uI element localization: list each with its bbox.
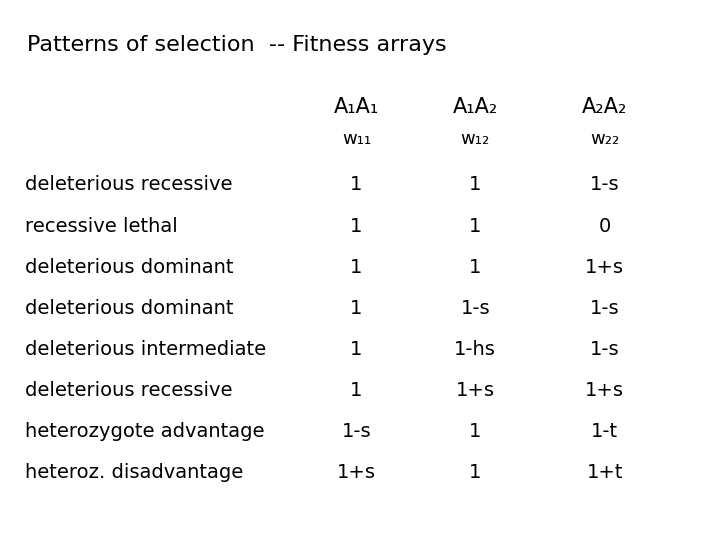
Text: 1-t: 1-t (591, 422, 618, 441)
Text: 1: 1 (469, 463, 482, 482)
Text: A₁A₂: A₁A₂ (452, 97, 498, 117)
Text: 1: 1 (350, 217, 363, 235)
Text: 1-hs: 1-hs (454, 340, 496, 359)
Text: 1: 1 (350, 381, 363, 400)
Text: 1+s: 1+s (585, 258, 624, 276)
Text: 1+t: 1+t (587, 463, 623, 482)
Text: w₁₂: w₁₂ (461, 130, 490, 147)
Text: deleterious recessive: deleterious recessive (25, 176, 233, 194)
Text: A₂A₂: A₂A₂ (582, 97, 628, 117)
Text: 0: 0 (598, 217, 611, 235)
Text: 1+s: 1+s (456, 381, 495, 400)
Text: deleterious dominant: deleterious dominant (25, 299, 234, 318)
Text: 1: 1 (350, 340, 363, 359)
Text: deleterious intermediate: deleterious intermediate (25, 340, 266, 359)
Text: recessive lethal: recessive lethal (25, 217, 178, 235)
Text: 1: 1 (350, 176, 363, 194)
Text: A₁A₁: A₁A₁ (334, 97, 379, 117)
Text: 1+s: 1+s (337, 463, 376, 482)
Text: 1: 1 (469, 422, 482, 441)
Text: 1: 1 (469, 176, 482, 194)
Text: 1-s: 1-s (590, 176, 620, 194)
Text: 1-s: 1-s (590, 340, 620, 359)
Text: w₂₂: w₂₂ (590, 130, 619, 147)
Text: 1-s: 1-s (341, 422, 372, 441)
Text: heteroz. disadvantage: heteroz. disadvantage (25, 463, 243, 482)
Text: heterozygote advantage: heterozygote advantage (25, 422, 265, 441)
Text: 1: 1 (469, 217, 482, 235)
Text: w₁₁: w₁₁ (342, 130, 371, 147)
Text: 1-s: 1-s (460, 299, 490, 318)
Text: Patterns of selection  -- Fitness arrays: Patterns of selection -- Fitness arrays (27, 35, 447, 55)
Text: 1: 1 (469, 258, 482, 276)
Text: 1+s: 1+s (585, 381, 624, 400)
Text: 1-s: 1-s (590, 299, 620, 318)
Text: deleterious dominant: deleterious dominant (25, 258, 234, 276)
Text: 1: 1 (350, 258, 363, 276)
Text: deleterious recessive: deleterious recessive (25, 381, 233, 400)
Text: 1: 1 (350, 299, 363, 318)
